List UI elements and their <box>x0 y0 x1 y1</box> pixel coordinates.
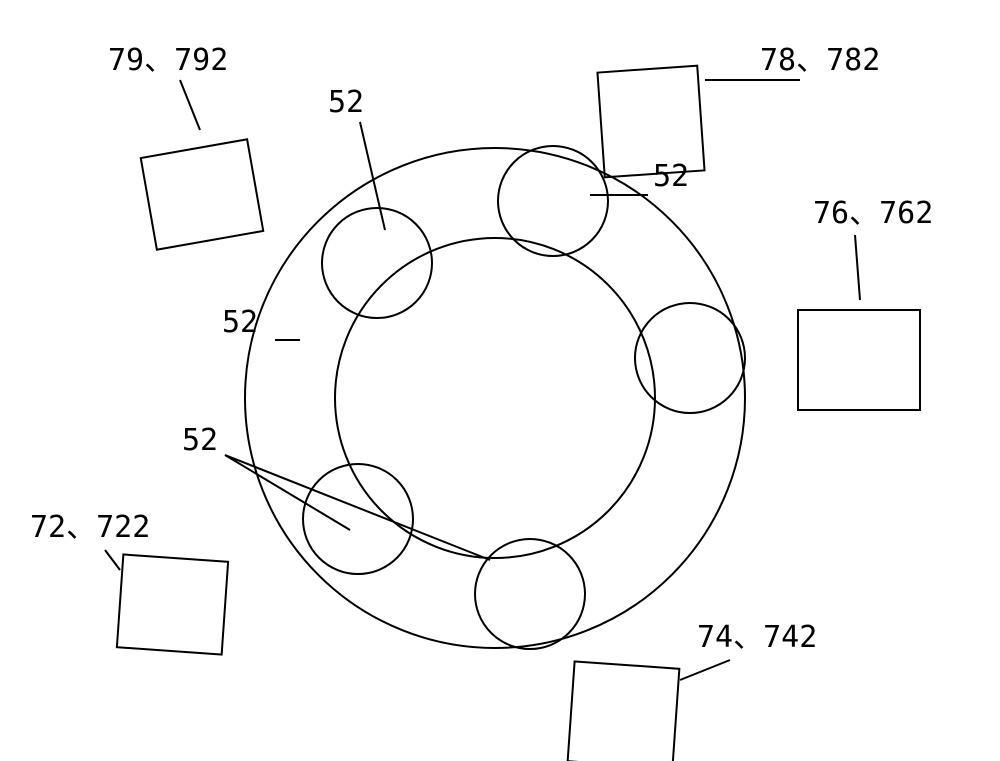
callout-box <box>568 661 680 761</box>
leader-line <box>680 660 730 680</box>
small-circle <box>635 303 745 413</box>
callout-box <box>117 554 228 654</box>
ref-label: 52 <box>222 305 258 340</box>
leader-line <box>225 455 350 530</box>
ref-label: 74、742 <box>697 620 817 655</box>
callout-box <box>141 139 264 249</box>
ref-label: 76、762 <box>813 196 933 231</box>
ref-label: 52 <box>182 423 218 458</box>
inner-ring <box>335 238 655 558</box>
outer-ring <box>245 148 745 648</box>
callout-box <box>798 310 920 410</box>
small-circle <box>475 539 585 649</box>
leader-line <box>225 455 490 560</box>
ref-label: 79、792 <box>108 43 228 78</box>
ref-label: 72、722 <box>30 510 150 545</box>
ref-label: 52 <box>328 85 364 120</box>
ref-label: 78、782 <box>760 43 880 78</box>
leader-line <box>105 550 120 570</box>
leader-line <box>180 80 200 130</box>
ref-label: 52 <box>653 159 689 194</box>
leader-line <box>855 235 860 300</box>
small-circle <box>498 146 608 256</box>
small-circle <box>322 208 432 318</box>
